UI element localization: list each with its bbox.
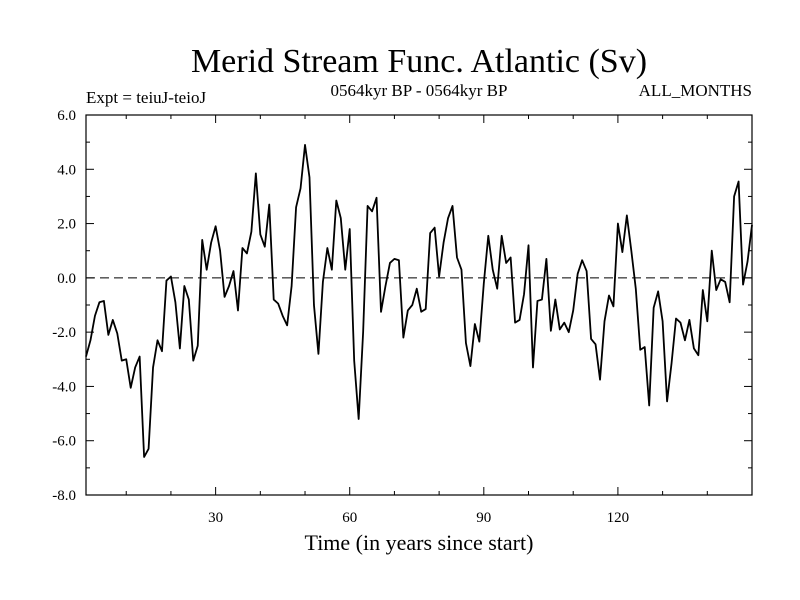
- x-tick-label: 60: [342, 510, 357, 526]
- chart-subtitle-right: ALL_MONTHS: [639, 81, 752, 100]
- y-tick-label: 2.0: [57, 217, 76, 233]
- chart-subtitle-center: 0564kyr BP - 0564kyr BP: [331, 81, 508, 100]
- series-line-1: [85, 143, 753, 458]
- y-tick-label: -4.0: [52, 379, 76, 395]
- x-tick-label: 120: [607, 510, 630, 526]
- y-tick-label: -2.0: [52, 325, 76, 341]
- y-tick-label: 4.0: [57, 162, 76, 178]
- x-tick-label: 90: [476, 510, 491, 526]
- y-tick-label: 0.0: [57, 271, 76, 287]
- y-tick-label: 6.0: [57, 108, 76, 124]
- y-tick-label: -8.0: [52, 488, 76, 504]
- y-tick-label: -6.0: [52, 434, 76, 450]
- x-axis-label: Time (in years since start): [305, 530, 534, 555]
- chart-subtitle-left: Expt = teiuJ-teioJ: [86, 88, 206, 107]
- plot-frame: [85, 114, 753, 496]
- chart-title: Merid Stream Func. Atlantic (Sv): [191, 43, 647, 80]
- x-tick-label: 30: [208, 510, 223, 526]
